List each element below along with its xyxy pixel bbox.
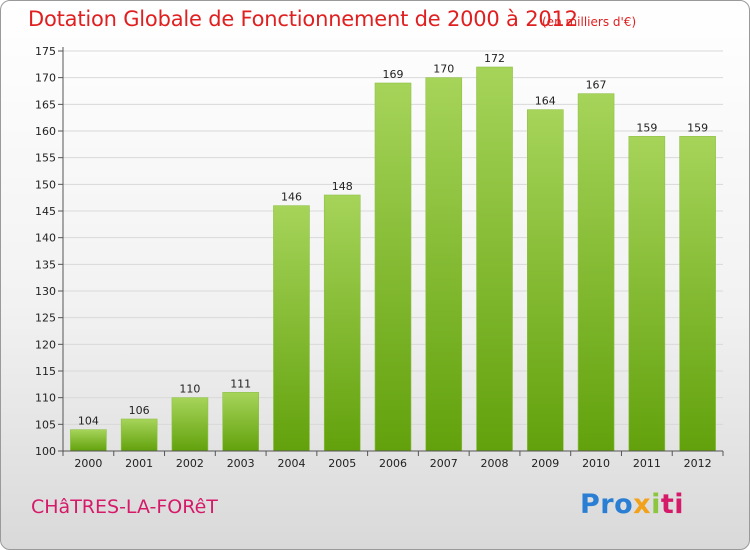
- bar: [476, 66, 513, 452]
- data-label: 167: [586, 79, 607, 92]
- y-tick-label: 110: [35, 392, 56, 405]
- x-tick-label: 2010: [582, 457, 610, 470]
- y-tick-label: 120: [35, 338, 56, 351]
- logo-part-3: i: [651, 489, 661, 520]
- data-label: 148: [332, 180, 353, 193]
- proxiti-logo: Proxiti: [580, 489, 684, 520]
- y-tick-label: 145: [35, 205, 56, 218]
- x-tick-label: 2004: [277, 457, 305, 470]
- y-tick-label: 125: [35, 312, 56, 325]
- x-tick-label: 2011: [633, 457, 661, 470]
- y-tick-label: 115: [35, 365, 56, 378]
- bar: [273, 205, 310, 452]
- x-tick-label: 2001: [125, 457, 153, 470]
- data-label: 164: [535, 95, 556, 108]
- y-tick-label: 170: [35, 72, 56, 85]
- y-tick-label: 105: [35, 418, 56, 431]
- y-tick-label: 130: [35, 285, 56, 298]
- y-tick-label: 100: [35, 445, 56, 458]
- x-tick-label: 2000: [74, 457, 102, 470]
- data-label: 146: [281, 191, 302, 204]
- x-tick-label: 2006: [379, 457, 407, 470]
- data-labels: 104 106 110 111 146 148 169 170 172 164 167 159 159: [78, 52, 708, 428]
- x-tick-label: 2002: [176, 457, 204, 470]
- x-tick-labels: 2000 2001 2002 2003 2004 2005 2006 2007 2008 2009…: [74, 457, 711, 470]
- bar: [679, 136, 716, 452]
- y-tick-label: 175: [35, 45, 56, 58]
- chart-unit: (en milliers d'€): [542, 15, 637, 29]
- bar: [70, 429, 107, 452]
- y-tick-label: 150: [35, 178, 56, 191]
- data-label: 106: [129, 404, 150, 417]
- y-tick-label: 135: [35, 258, 56, 271]
- x-tick-label: 2009: [531, 457, 559, 470]
- data-label: 159: [636, 121, 657, 134]
- data-label: 111: [230, 377, 251, 390]
- data-label: 172: [484, 52, 505, 65]
- x-tick-label: 2008: [481, 457, 509, 470]
- bars: [70, 66, 716, 452]
- data-label: 159: [687, 121, 708, 134]
- data-label: 169: [383, 68, 404, 81]
- data-label: 104: [78, 415, 99, 428]
- bar: [527, 109, 564, 452]
- x-tick-label: 2005: [328, 457, 356, 470]
- y-tick-label: 140: [35, 232, 56, 245]
- bar: [374, 82, 412, 452]
- data-label: 110: [179, 383, 200, 396]
- commune-name: CHâTRES-LA-FORêT: [31, 496, 218, 518]
- x-tick-label: 2003: [227, 457, 255, 470]
- x-tick-label: 2007: [430, 457, 458, 470]
- bar: [323, 194, 361, 452]
- chart-title: Dotation Globale de Fonctionnement de 20…: [28, 7, 578, 31]
- axes: [62, 47, 723, 452]
- bar: [171, 397, 209, 452]
- x-tick-label: 2012: [684, 457, 712, 470]
- bar: [425, 77, 463, 452]
- bar: [120, 418, 158, 452]
- y-tick-label: 165: [35, 98, 56, 111]
- bar: [222, 392, 259, 452]
- data-label: 170: [433, 63, 454, 76]
- y-tick-label: 155: [35, 152, 56, 165]
- bar: [628, 136, 666, 452]
- logo-part-4: ti: [660, 489, 685, 520]
- bar: [577, 93, 615, 452]
- y-tick-label: 160: [35, 125, 56, 138]
- logo-part-1: Pro: [580, 489, 634, 520]
- logo-part-2: x: [633, 489, 652, 520]
- y-tick-labels: 100 105 110 115 120 125 130 135 140 145 150 155 160 1…: [35, 45, 56, 458]
